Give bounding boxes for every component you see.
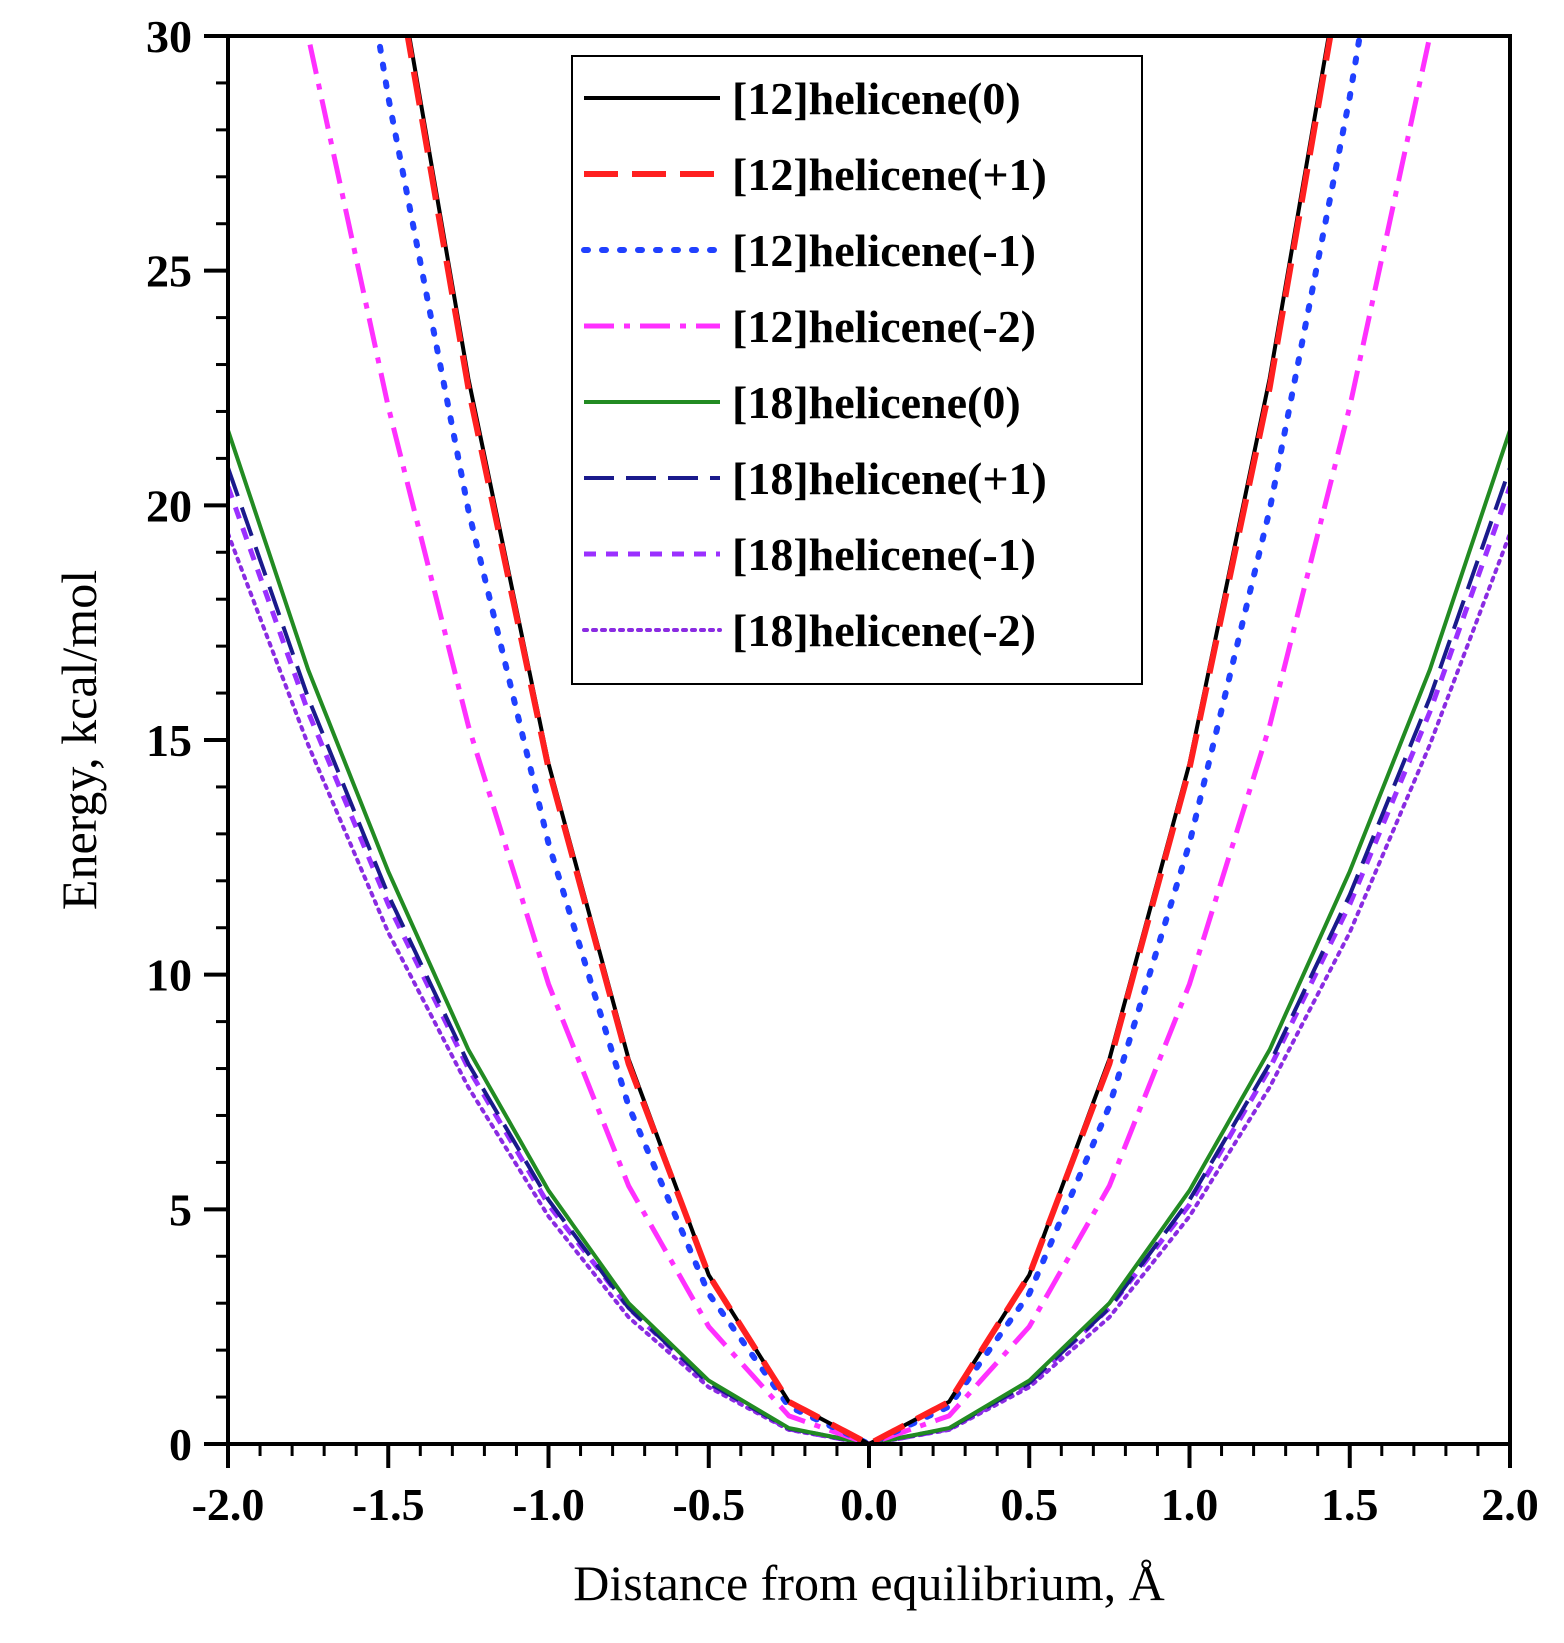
series-layer	[228, 36, 1510, 1444]
legend-label-18-helicene-1: [18]helicene(-1)	[732, 529, 1036, 580]
y-tick-label: 15	[146, 715, 192, 766]
y-axis-title: Energy, kcal/mol	[51, 570, 107, 910]
x-tick-label: -1.0	[512, 1479, 585, 1530]
legend-box	[571, 55, 1143, 685]
y-tick-label: 0	[169, 1419, 192, 1470]
legend-label-18-helicene-2: [18]helicene(-2)	[732, 605, 1036, 656]
x-tick-label: -2.0	[192, 1479, 265, 1530]
y-tick-label: 10	[146, 950, 192, 1001]
legend-label-12-helicene-1: [12]helicene(+1)	[732, 149, 1047, 200]
legend-label-12-helicene-1: [12]helicene(-1)	[732, 225, 1036, 276]
ticks-layer	[204, 34, 1512, 1468]
legend-label-18-helicene-0: [18]helicene(0)	[732, 377, 1021, 428]
x-tick-label: 2.0	[1481, 1479, 1539, 1530]
series-line-12-helicene-1	[404, 36, 1334, 1444]
series-line-12-helicene-2	[305, 36, 1433, 1444]
x-tick-label: 1.5	[1321, 1479, 1379, 1530]
x-axis-title: Distance from equilibrium, Å	[573, 1555, 1165, 1611]
legend: [12]helicene(0) [12]helicene(+1) [12]helic…	[571, 55, 1143, 685]
x-tick-label: -0.5	[672, 1479, 745, 1530]
series-line-18-helicene-1	[228, 467, 1510, 1444]
legend-label-18-helicene-1: [18]helicene(+1)	[732, 453, 1047, 504]
series-line-18-helicene-1	[228, 485, 1510, 1444]
x-tick-label: 0.5	[1001, 1479, 1059, 1530]
y-tick-label: 5	[169, 1184, 192, 1235]
x-tick-label: -1.5	[352, 1479, 425, 1530]
legend-label-12-helicene-0: [12]helicene(0)	[732, 73, 1021, 124]
x-tick-label: 1.0	[1161, 1479, 1219, 1530]
series-line-18-helicene-0	[228, 429, 1510, 1444]
legend-label-12-helicene-2: [12]helicene(-2)	[732, 301, 1036, 352]
y-tick-label: 30	[146, 11, 192, 62]
labels-layer: -2.0 -1.5 -1.0 -0.5 0.0 0.5 1.0 1.5 2.0 0 5 10 15 20 2…	[146, 11, 1539, 1530]
series-line-18-helicene-2	[228, 531, 1510, 1444]
y-tick-label: 25	[146, 246, 192, 297]
x-tick-label: 0.0	[840, 1479, 898, 1530]
y-tick-label: 20	[146, 480, 192, 531]
